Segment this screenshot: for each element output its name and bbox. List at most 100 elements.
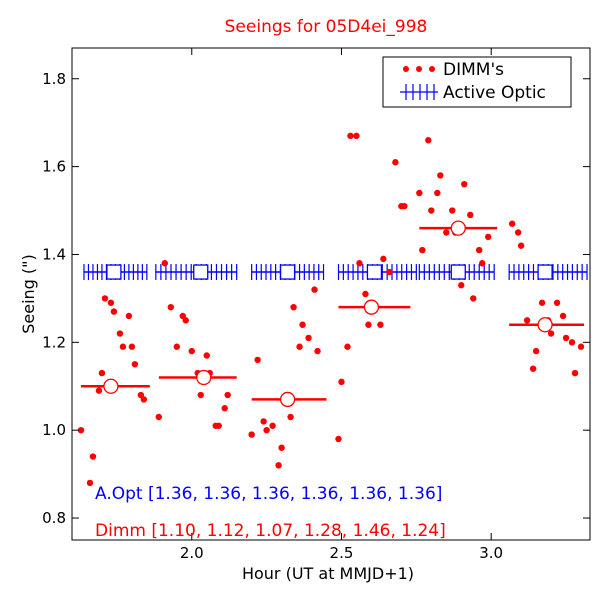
dimm-point bbox=[571, 369, 579, 377]
annotation-dimm: Dimm [1.10, 1.12, 1.07, 1.28, 1.46, 1.24… bbox=[95, 521, 446, 541]
dimm-point bbox=[290, 303, 297, 311]
dimm-point bbox=[260, 418, 267, 425]
dimm-point bbox=[344, 343, 351, 350]
dimm-point bbox=[248, 431, 255, 438]
dimm-point bbox=[428, 207, 435, 214]
dimm-point bbox=[275, 462, 282, 469]
dimm-point bbox=[425, 137, 432, 144]
dimm-point bbox=[562, 334, 570, 342]
dimm-point bbox=[380, 255, 387, 263]
dimm-point bbox=[128, 343, 136, 350]
dimm-point bbox=[161, 260, 169, 267]
dimm-point bbox=[508, 220, 516, 227]
dimm-point bbox=[89, 453, 97, 460]
dimm-point bbox=[547, 330, 555, 337]
annotation-aopt: A.Opt [1.36, 1.36, 1.36, 1.36, 1.36, 1.3… bbox=[95, 484, 442, 504]
dimm-point bbox=[314, 347, 321, 355]
dimm-point bbox=[577, 343, 585, 350]
dimm-point bbox=[167, 303, 175, 311]
axis-ticks: 2.0 2.5 3.0 0.8 1.0 1.2 1.4 1.6 1.8 bbox=[42, 48, 590, 562]
dimm-point bbox=[116, 330, 124, 337]
dimm-point bbox=[461, 180, 468, 188]
y-tick-label: 1.4 bbox=[42, 245, 66, 263]
y-tick-label: 1.6 bbox=[42, 158, 66, 176]
dimm-point bbox=[443, 229, 450, 236]
dimm-point bbox=[101, 295, 109, 302]
dimm-point bbox=[532, 347, 540, 355]
dimm-point bbox=[517, 242, 525, 249]
dimm-point bbox=[98, 369, 106, 377]
aopt-mean-marker bbox=[450, 264, 466, 280]
legend-aopt-label: Active Optic bbox=[443, 83, 546, 103]
x-axis-label: Hour (UT at MMJD+1) bbox=[242, 564, 414, 583]
dimm-mean-marker bbox=[279, 391, 296, 408]
dimm-point bbox=[77, 426, 85, 434]
dimm-point bbox=[353, 132, 360, 140]
dimm-point bbox=[119, 343, 127, 350]
dimm-point bbox=[458, 282, 465, 289]
dimm-mean-marker bbox=[103, 378, 119, 394]
dimm-point bbox=[529, 365, 537, 372]
dimm-point bbox=[278, 444, 285, 451]
dimm-mean-marker bbox=[196, 369, 212, 386]
dimm-point bbox=[335, 435, 342, 443]
dimm-point bbox=[514, 229, 522, 236]
dimm-point bbox=[254, 356, 261, 364]
dimm-point bbox=[215, 422, 222, 429]
dimm-point bbox=[437, 172, 444, 179]
legend: DIMM's Active Optic bbox=[382, 56, 572, 108]
dimm-point bbox=[559, 312, 567, 320]
aopt-mean-marker bbox=[279, 264, 296, 280]
dimm-point bbox=[299, 321, 306, 328]
dimm-point bbox=[449, 207, 456, 214]
dimm-point bbox=[173, 343, 180, 350]
dimm-point bbox=[347, 132, 354, 140]
dimm-point bbox=[484, 233, 492, 241]
legend-box bbox=[382, 56, 572, 108]
dimm-point bbox=[434, 189, 441, 197]
dimm-point bbox=[553, 299, 561, 306]
x-tick-label: 2.0 bbox=[180, 544, 204, 562]
legend-dimm-marker bbox=[429, 66, 435, 72]
dimm-point bbox=[182, 317, 189, 324]
dimm-point bbox=[419, 246, 426, 254]
plot-area bbox=[77, 132, 588, 487]
dimm-point bbox=[188, 347, 195, 355]
dimm-point bbox=[338, 378, 345, 386]
dimm-point bbox=[221, 405, 228, 412]
legend-dimm-marker bbox=[416, 66, 422, 72]
aopt-mean-marker bbox=[537, 264, 553, 280]
dimm-point bbox=[110, 308, 118, 315]
aopt-mean-marker bbox=[106, 264, 122, 280]
dimm-point bbox=[476, 246, 483, 254]
y-axis-label: Seeing (") bbox=[19, 254, 38, 334]
dimm-point bbox=[416, 189, 423, 197]
dimm-point bbox=[224, 391, 231, 399]
dimm-point bbox=[470, 295, 477, 302]
dimm-point bbox=[467, 211, 474, 219]
dimm-point bbox=[377, 321, 384, 328]
dimm-point bbox=[197, 391, 204, 399]
dimm-point bbox=[263, 426, 270, 434]
dimm-point bbox=[269, 422, 276, 429]
x-tick-label: 2.5 bbox=[330, 544, 354, 562]
dimm-point bbox=[538, 299, 546, 306]
dimm-point bbox=[523, 317, 531, 324]
dimm-point bbox=[155, 413, 163, 421]
dimm-point bbox=[362, 290, 369, 298]
dimm-mean-marker bbox=[363, 299, 380, 315]
dimm-point bbox=[305, 334, 312, 342]
dimm-mean-marker bbox=[450, 220, 466, 236]
legend-dimm-marker bbox=[403, 66, 409, 72]
dimm-point bbox=[401, 202, 408, 210]
dimm-point bbox=[392, 159, 399, 166]
aopt-mean-marker bbox=[193, 264, 209, 280]
dimm-point bbox=[386, 268, 393, 276]
dimm-point bbox=[140, 396, 148, 403]
dimm-mean-marker bbox=[537, 317, 553, 333]
aopt-mean-marker bbox=[366, 264, 383, 280]
y-tick-label: 1.8 bbox=[42, 70, 66, 88]
y-tick-label: 1.2 bbox=[42, 333, 66, 351]
dimm-point bbox=[86, 479, 94, 487]
plot-frame bbox=[71, 47, 591, 541]
